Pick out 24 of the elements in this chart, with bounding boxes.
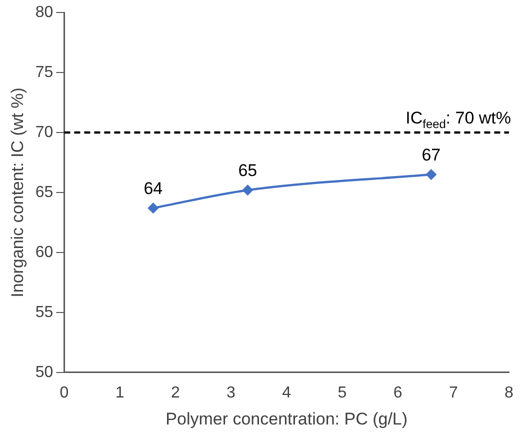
x-tick-label: 8: [504, 384, 514, 402]
x-tick-label: 4: [282, 384, 292, 402]
y-tick-label: 50: [35, 364, 54, 381]
point: [242, 185, 253, 196]
x-axis-title: Polymer concentration: PC (g/L): [166, 409, 408, 428]
x-tick-label: 0: [60, 384, 69, 402]
y-tick-label: 60: [35, 244, 54, 261]
y-tick-label: 70: [35, 124, 54, 141]
x-tick-label: 7: [448, 384, 458, 402]
y-tick-label: 55: [35, 304, 54, 321]
point: [148, 202, 158, 214]
point: [426, 169, 436, 180]
data-label: 65: [238, 161, 258, 180]
x-tick-label: 1: [115, 384, 124, 402]
y-tick-label: 75: [35, 64, 54, 81]
x-tick-label: 6: [393, 384, 402, 402]
y-tick-label: 65: [35, 184, 54, 201]
x-tick-label: 2: [170, 384, 180, 402]
data-label: 64: [144, 179, 163, 198]
y-axis-title: Inorganic content: IC (wt %): [8, 88, 27, 298]
x-tick-label: 5: [338, 384, 347, 402]
data-label: 67: [422, 146, 441, 165]
y-tick-label: 80: [35, 4, 54, 22]
x-tick-label: 3: [226, 384, 236, 402]
